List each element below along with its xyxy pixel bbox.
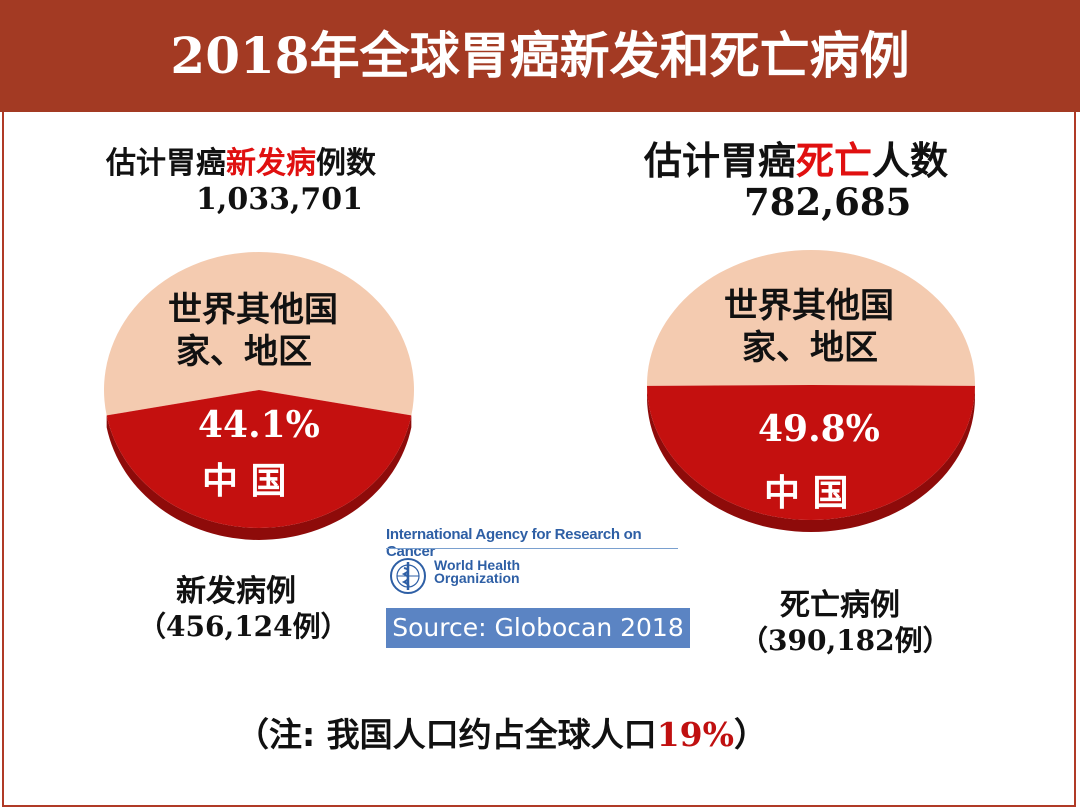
who-name: World Health Organization xyxy=(434,557,521,586)
mortality-china-label: 中 国 xyxy=(764,473,849,514)
iarc-divider xyxy=(386,548,678,549)
incidence-heading-suffix: 例数 xyxy=(316,146,376,181)
title-banner xyxy=(0,0,1080,112)
mortality-china-slice xyxy=(647,385,975,521)
incidence-heading-highlight: 新发病 xyxy=(226,146,316,181)
footnote-highlight: 19% xyxy=(656,715,734,754)
incidence-heading-prefix: 估计胃癌 xyxy=(106,146,226,181)
incidence-china-label: 中 国 xyxy=(202,461,287,502)
who-emblem-icon xyxy=(390,558,426,594)
footnote-prefix: （注: 我国人口约占全球人口 xyxy=(236,715,657,754)
mortality-rest-label-line2: 家、地区 xyxy=(742,328,878,368)
mortality-heading: 估计胃癌死亡人数 xyxy=(644,130,948,185)
incidence-rest-slice xyxy=(104,252,415,416)
incidence-china-percent: 44.1% xyxy=(198,404,320,446)
mortality-heading-suffix: 人数 xyxy=(872,139,949,183)
mortality-caption-line2: （390,182例） xyxy=(740,624,951,657)
who-name-line2: Organization xyxy=(434,570,520,586)
source-logo-block: International Agency for Research on Can… xyxy=(386,524,690,648)
who-name-line1: World Health xyxy=(434,557,521,573)
incidence-total: 1,033,701 xyxy=(196,182,364,217)
footnote: （注: 我国人口约占全球人口19%） xyxy=(236,708,767,756)
incidence-caption-line2: （456,124例） xyxy=(138,610,349,643)
slide-title: 2018年全球胃癌新发和死亡病例 xyxy=(170,26,910,85)
mortality-heading-prefix: 估计胃癌 xyxy=(644,139,797,183)
mortality-rest-slice xyxy=(647,250,975,386)
footnote-suffix: ） xyxy=(733,715,767,754)
incidence-rest-label-line1: 世界其他国 xyxy=(168,290,338,330)
incidence-caption-line1: 新发病例 xyxy=(176,574,296,609)
mortality-rest-label-line1: 世界其他国 xyxy=(724,286,894,326)
mortality-china-percent: 49.8% xyxy=(758,408,880,450)
mortality-total: 782,685 xyxy=(744,180,912,224)
source-label: Source: Globocan 2018 xyxy=(386,608,690,648)
mortality-heading-highlight: 死亡 xyxy=(796,139,873,183)
incidence-rest-label-line2: 家、地区 xyxy=(176,332,312,372)
incidence-china-slice xyxy=(106,390,412,529)
iarc-name: International Agency for Research on Can… xyxy=(386,526,642,560)
mortality-caption-line1: 死亡病例 xyxy=(780,588,900,623)
incidence-heading: 估计胃癌新发病例数 xyxy=(106,138,376,182)
